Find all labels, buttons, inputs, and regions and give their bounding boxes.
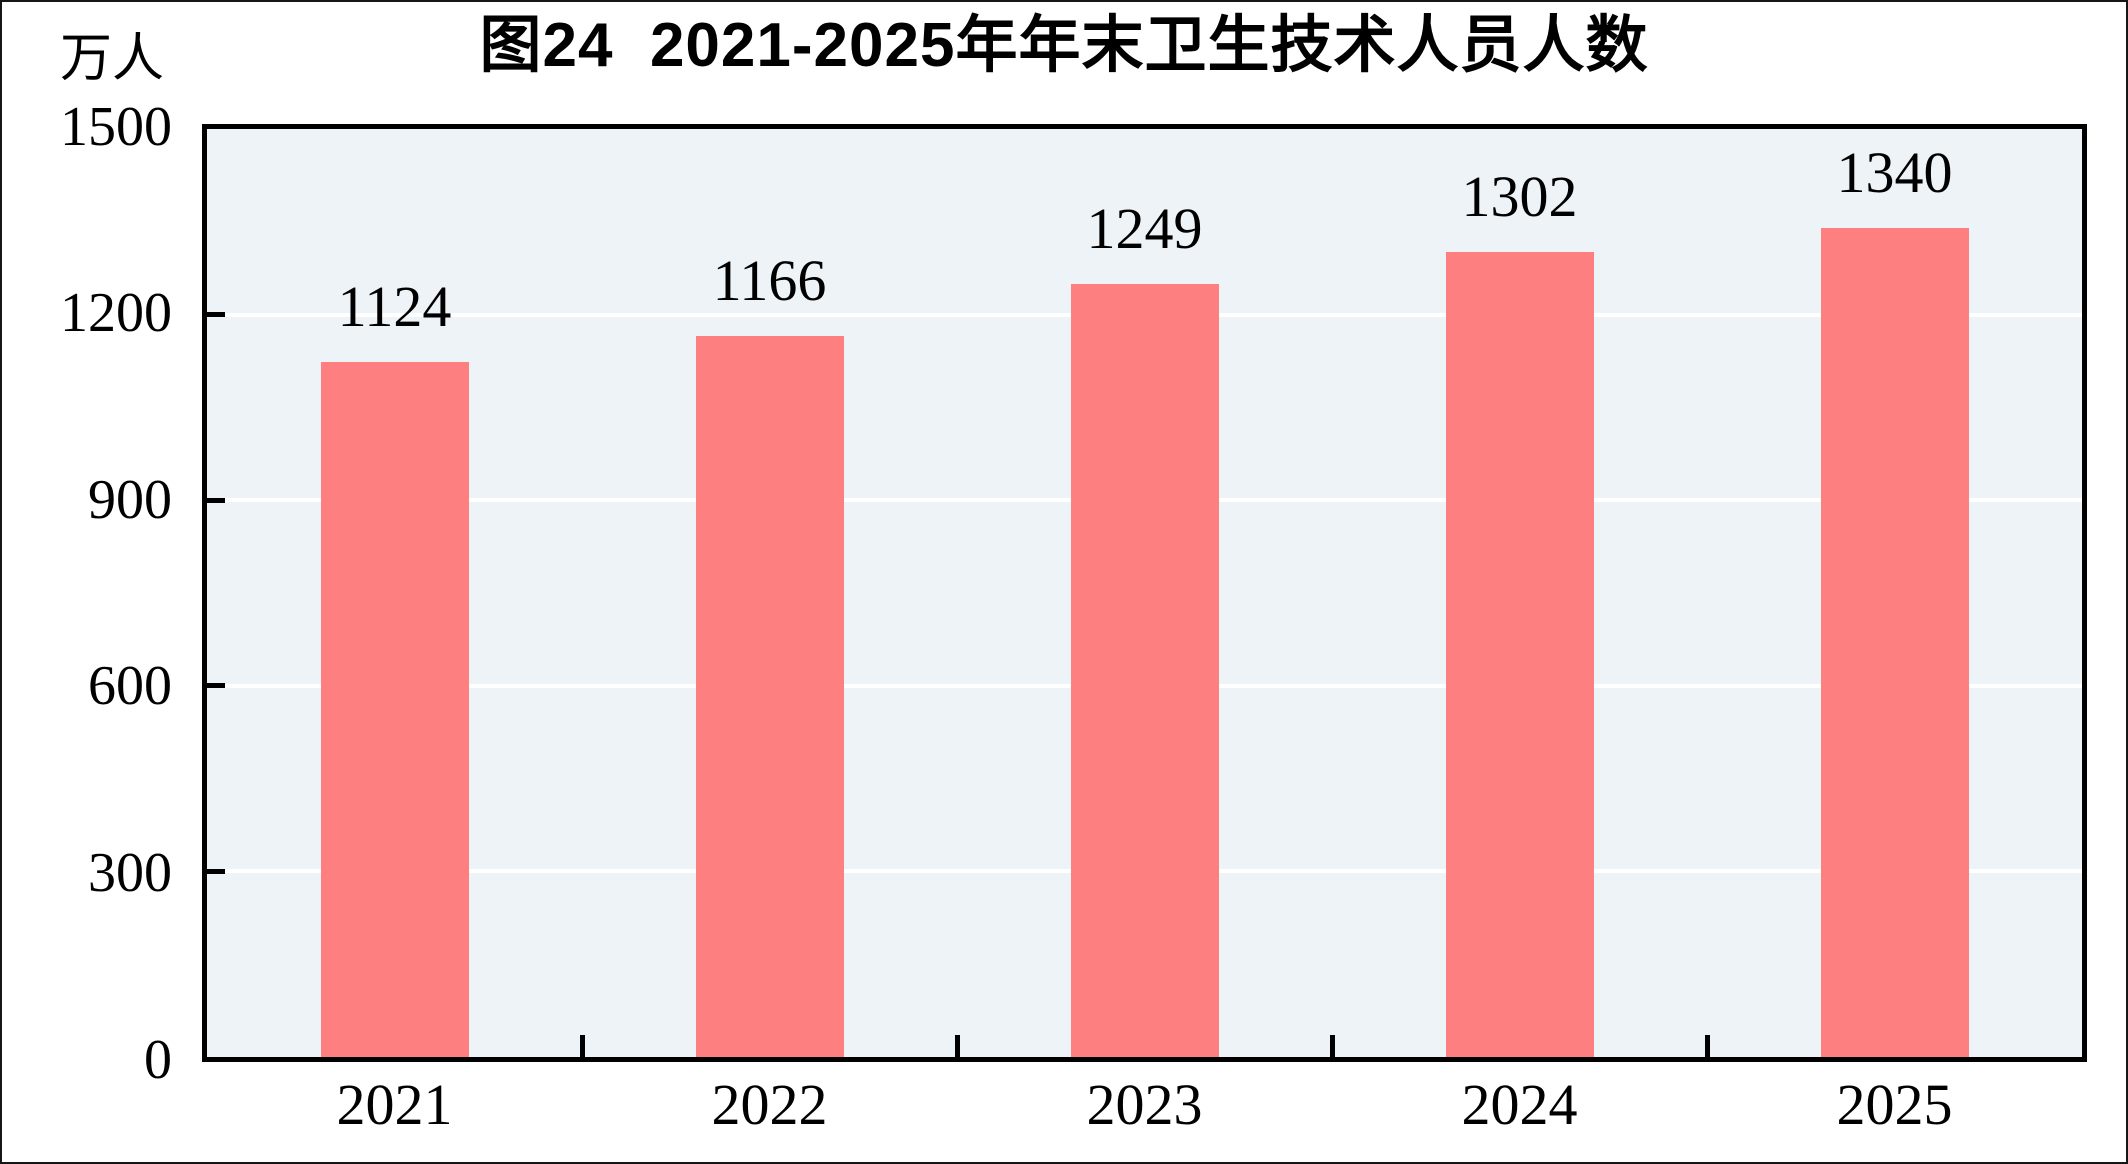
chart-title: 图24 2021-2025年年末卫生技术人员人数 <box>479 11 1649 80</box>
y-axis-unit-label: 万人 <box>60 31 165 88</box>
x-tick-1 <box>579 1035 585 1057</box>
bar-value-label-2023: 1249 <box>1086 196 1203 262</box>
x-axis-label-2024: 2024 <box>1461 1072 1578 1137</box>
bar-value-label-2021: 1124 <box>337 273 452 339</box>
y-axis-tick-label-1500: 1500 <box>60 95 172 158</box>
y-tick-300 <box>207 868 225 874</box>
plot-inner: 1124 1166 1249 1302 1340 <box>207 129 2082 1057</box>
bar-value-label-2022: 1166 <box>712 247 827 313</box>
x-axis-label-2023: 2023 <box>1086 1072 1203 1137</box>
x-tick-3 <box>1329 1035 1335 1057</box>
x-axis-label-2025: 2025 <box>1836 1072 1953 1137</box>
x-tick-4 <box>1704 1035 1710 1057</box>
y-axis-tick-label-0: 0 <box>144 1028 172 1091</box>
x-axis-label-2022: 2022 <box>711 1072 828 1137</box>
y-axis-tick-label-600: 600 <box>88 655 172 718</box>
x-tick-2 <box>954 1035 960 1057</box>
y-tick-600 <box>207 683 225 689</box>
x-axis-label-2021: 2021 <box>336 1072 453 1137</box>
bar-2023 <box>1070 284 1219 1057</box>
bar-value-label-2024: 1302 <box>1461 163 1578 229</box>
bar-2022 <box>695 335 844 1057</box>
bar-2021 <box>320 361 469 1057</box>
y-axis-tick-label-300: 300 <box>88 841 172 904</box>
y-axis-tick-label-900: 900 <box>88 468 172 531</box>
plot-area: 1124 1166 1249 1302 1340 <box>202 124 2087 1062</box>
y-axis-tick-label-1200: 1200 <box>60 282 172 345</box>
bar-value-label-2025: 1340 <box>1836 140 1953 205</box>
y-tick-900 <box>207 497 225 503</box>
bar-2025 <box>1820 228 1969 1057</box>
y-tick-1200 <box>207 312 225 318</box>
bar-2024 <box>1445 251 1594 1057</box>
